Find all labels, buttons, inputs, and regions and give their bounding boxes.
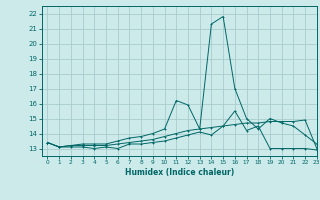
X-axis label: Humidex (Indice chaleur): Humidex (Indice chaleur) <box>124 168 234 177</box>
